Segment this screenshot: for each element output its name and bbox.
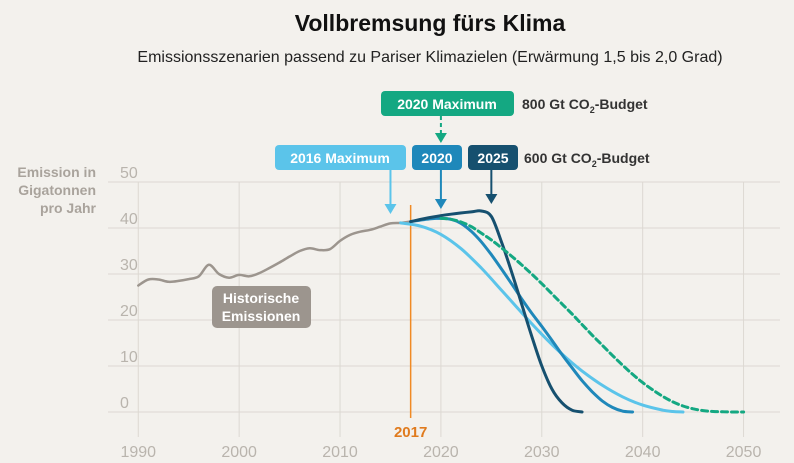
chart-title: Vollbremsung fürs Klima [295,10,566,36]
label-2020-maximum-text: 2020 Maximum [397,96,497,112]
label-historische-emissionen: Historische Emissionen [212,286,311,328]
y-axis-label-line-1: Emission in [17,164,96,180]
chart-subtitle: Emissionsszenarien passend zu Pariser Kl… [137,49,722,66]
label-2020-text: 2020 [421,150,452,166]
x-tick-2050: 2050 [726,444,762,461]
series-line-historische-emissionen [137,220,412,287]
x-tick-labels: 1990 2000 2010 2020 2030 2040 2050 [120,444,761,461]
y-axis-label-line-3: pro Jahr [40,200,97,216]
label-2025: 2025 [468,145,518,170]
label-historische-line-2: Emissionen [222,308,301,324]
x-tick-2030: 2030 [524,444,560,461]
arrowhead-2020-maximum [434,133,447,143]
x-tick-2040: 2040 [625,444,661,461]
label-2016-maximum-text: 2016 Maximum [290,150,390,166]
y-axis-label-line-2: Gigatonnen [18,182,96,198]
arrowhead-2025 [485,194,498,204]
budget-600-label: 600 Gt CO2-Budget [524,150,650,169]
arrowhead-2020 [434,199,447,209]
series-line-2020-maximum [439,216,746,414]
label-2020-maximum: 2020 Maximum [381,91,514,116]
series-lines [137,209,746,414]
label-2016-maximum-box [275,145,406,170]
label-2025-text: 2025 [477,150,508,166]
label-historische-line-1: Historische [223,290,299,306]
arrowhead-2016-maximum [384,204,397,214]
label-2020: 2020 [412,145,462,170]
y-tick-40: 40 [120,211,138,228]
x-tick-1990: 1990 [120,444,156,461]
label-2016-maximum: 2016 Maximum [275,145,406,170]
grid [108,181,780,437]
x-tick-2000: 2000 [221,444,257,461]
y-tick-10: 10 [120,349,138,366]
marker-label-2017: 2017 [394,424,427,441]
y-tick-30: 30 [120,257,138,274]
y-tick-20: 20 [120,303,138,320]
label-historische-box [212,286,311,328]
y-tick-50: 50 [120,165,138,182]
series-line-2025 [409,209,584,414]
y-tick-labels: 0 10 20 30 40 50 [120,165,138,412]
series-line-2016-maximum [399,221,685,414]
label-2020-box [412,145,462,170]
x-tick-2020: 2020 [423,444,459,461]
x-tick-2010: 2010 [322,444,358,461]
budget-800-label: 800 Gt CO2-Budget [522,96,648,115]
label-2025-box [468,145,518,170]
y-tick-0: 0 [120,395,129,412]
label-2020-maximum-box [381,91,514,116]
